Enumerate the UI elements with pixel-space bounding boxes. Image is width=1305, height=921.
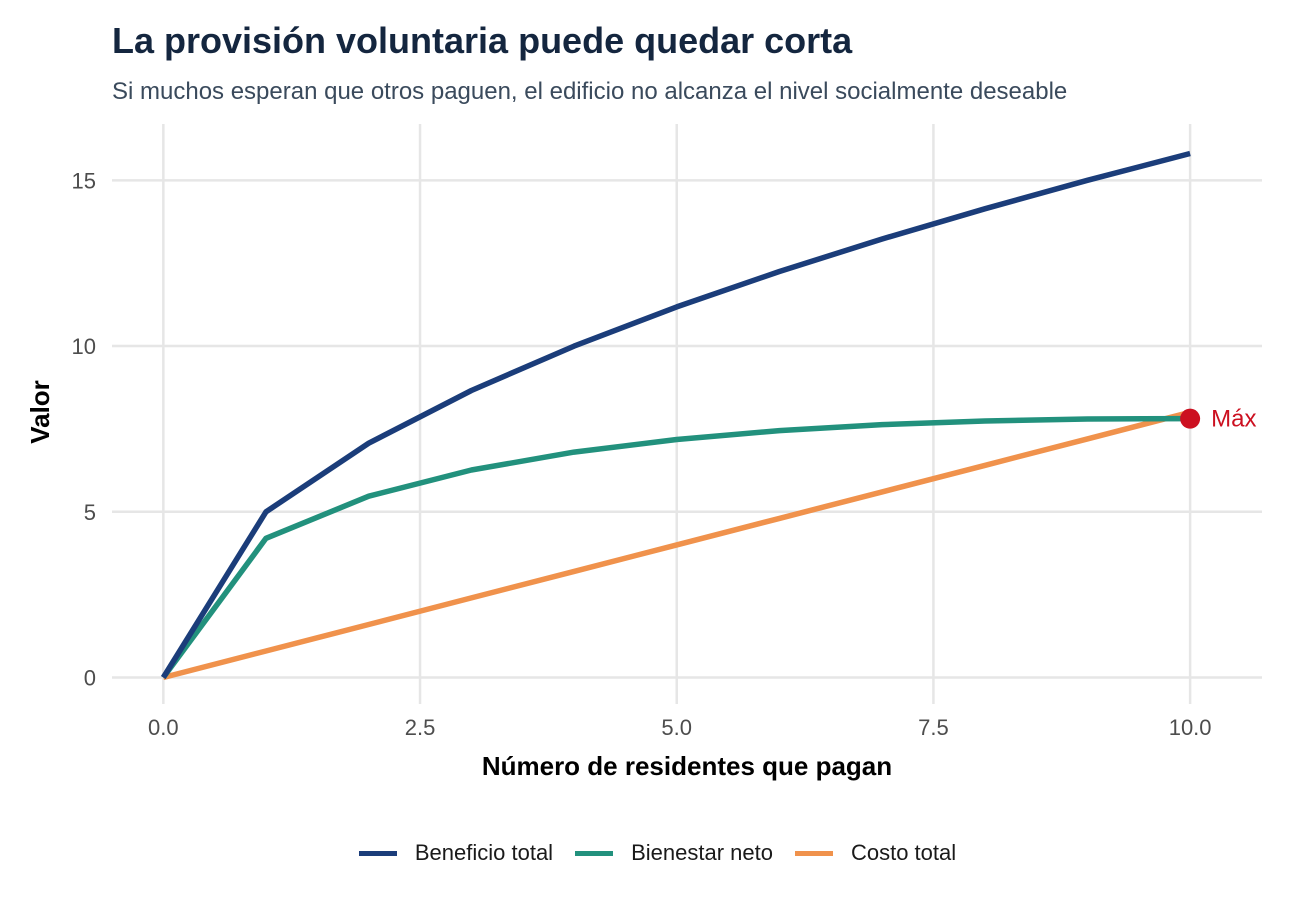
max-label: Máx — [1211, 406, 1256, 433]
x-tick-labels: 0.0 2.5 5.0 7.5 10.0 — [148, 715, 1211, 740]
max-point-marker — [1180, 408, 1201, 429]
chart-subtitle: Si muchos esperan que otros paguen, el e… — [112, 78, 1068, 105]
gridlines — [112, 124, 1262, 704]
legend-label: Beneficio total — [414, 840, 554, 865]
legend: Beneficio total Bienestar neto Costo total — [0, 840, 1305, 866]
x-tick-label: 2.5 — [405, 715, 436, 740]
series-line-beneficio-total — [160, 150, 1191, 679]
y-tick-label: 5 — [84, 500, 96, 525]
y-tick-label: 10 — [72, 334, 96, 359]
y-axis-title: Valor — [25, 380, 55, 444]
series-line-costo-total — [162, 409, 1191, 681]
legend-key-swatch — [575, 850, 614, 856]
y-tick-labels: 0 5 10 15 — [72, 168, 96, 690]
legend-item: Beneficio total — [349, 840, 553, 866]
y-tick-label: 0 — [84, 665, 96, 690]
legend-label: Costo total — [850, 840, 957, 865]
legend-item: Bienestar neto — [565, 840, 773, 866]
legend-key-swatch — [794, 850, 833, 856]
legend-label: Bienestar neto — [631, 840, 773, 865]
x-tick-label: 7.5 — [918, 715, 949, 740]
y-tick-label: 15 — [72, 168, 96, 193]
x-axis-title: Número de residentes que pagan — [482, 751, 892, 781]
legend-key-swatch — [358, 850, 397, 856]
legend-item: Costo total — [785, 840, 956, 866]
annotations: Máx — [1180, 406, 1256, 433]
x-tick-label: 0.0 — [148, 715, 179, 740]
series-lines — [160, 150, 1191, 681]
chart-title: La provisión voluntaria puede quedar cor… — [112, 20, 853, 61]
x-tick-label: 10.0 — [1169, 715, 1212, 740]
series-line-bienestar-neto — [161, 415, 1191, 680]
x-tick-label: 5.0 — [661, 715, 692, 740]
